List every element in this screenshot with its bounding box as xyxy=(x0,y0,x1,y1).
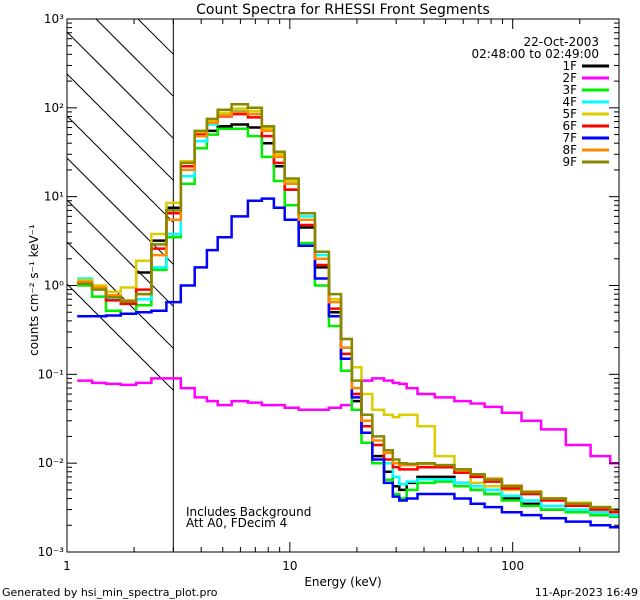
hatch-line xyxy=(67,31,174,139)
x-tick-label: 10 xyxy=(282,559,297,573)
chart-title: Count Spectra for RHESSI Front Segments xyxy=(196,2,490,18)
series-line-1F xyxy=(77,123,619,518)
y-tick-label: 10⁻¹ xyxy=(38,367,65,381)
series-line-3F xyxy=(77,127,619,518)
y-tick-label: 10⁻³ xyxy=(38,545,65,559)
series-line-9F xyxy=(77,102,619,511)
hatch-line xyxy=(95,19,174,97)
footer-generated-by: Generated by hsi_min_spectra_plot.pro xyxy=(2,586,218,599)
x-tick-labels: 1 10 100 xyxy=(63,559,524,573)
date-label: 22-Oct-2003 xyxy=(523,35,599,49)
hatch-line xyxy=(137,19,174,55)
axis-ticks xyxy=(66,18,620,553)
time-range-label: 02:48:00 to 02:49:00 xyxy=(472,47,599,61)
y-tick-label: 10⁰ xyxy=(44,279,64,293)
hatch-line xyxy=(67,157,174,265)
annotation-background: Includes Background xyxy=(186,505,311,519)
legend-label-2F: 2F xyxy=(562,71,577,85)
y-axis-label: counts cm⁻² s⁻¹ keV⁻¹ xyxy=(27,224,41,356)
hatched-region xyxy=(67,0,174,391)
legend-label-3F: 3F xyxy=(562,83,577,97)
legend-label-9F: 9F xyxy=(562,155,577,169)
legend-label-8F: 8F xyxy=(562,143,577,157)
series-group xyxy=(77,102,619,529)
y-tick-labels: 10⁻³ 10⁻² 10⁻¹ 10⁰ 10¹ 10² 10³ xyxy=(38,12,65,559)
plot-frame xyxy=(66,18,620,553)
x-tick-label: 100 xyxy=(501,559,524,573)
series-line-6F xyxy=(77,112,619,514)
legend-label-7F: 7F xyxy=(562,131,577,145)
legend-label-5F: 5F xyxy=(562,107,577,121)
x-axis-label: Energy (keV) xyxy=(304,575,381,589)
series-line-5F xyxy=(77,107,619,511)
footer-timestamp: 11-Apr-2023 16:49 xyxy=(535,586,638,599)
hatch-line xyxy=(67,73,174,181)
legend-label-1F: 1F xyxy=(562,59,577,73)
series-line-4F xyxy=(77,108,619,517)
y-tick-label: 10¹ xyxy=(44,190,64,204)
annotation-attenuator: Att A0, FDecim 4 xyxy=(186,516,287,530)
legend-label-6F: 6F xyxy=(562,119,577,133)
hatch-line xyxy=(67,199,174,307)
y-tick-label: 10³ xyxy=(44,12,64,26)
legend-label-4F: 4F xyxy=(562,95,577,109)
x-tick-label: 1 xyxy=(63,559,71,573)
hatch-line xyxy=(67,283,174,391)
y-tick-label: 10² xyxy=(44,101,64,115)
y-tick-label: 10⁻² xyxy=(38,456,65,470)
hatch-line xyxy=(67,0,173,12)
hatch-line xyxy=(67,115,174,223)
